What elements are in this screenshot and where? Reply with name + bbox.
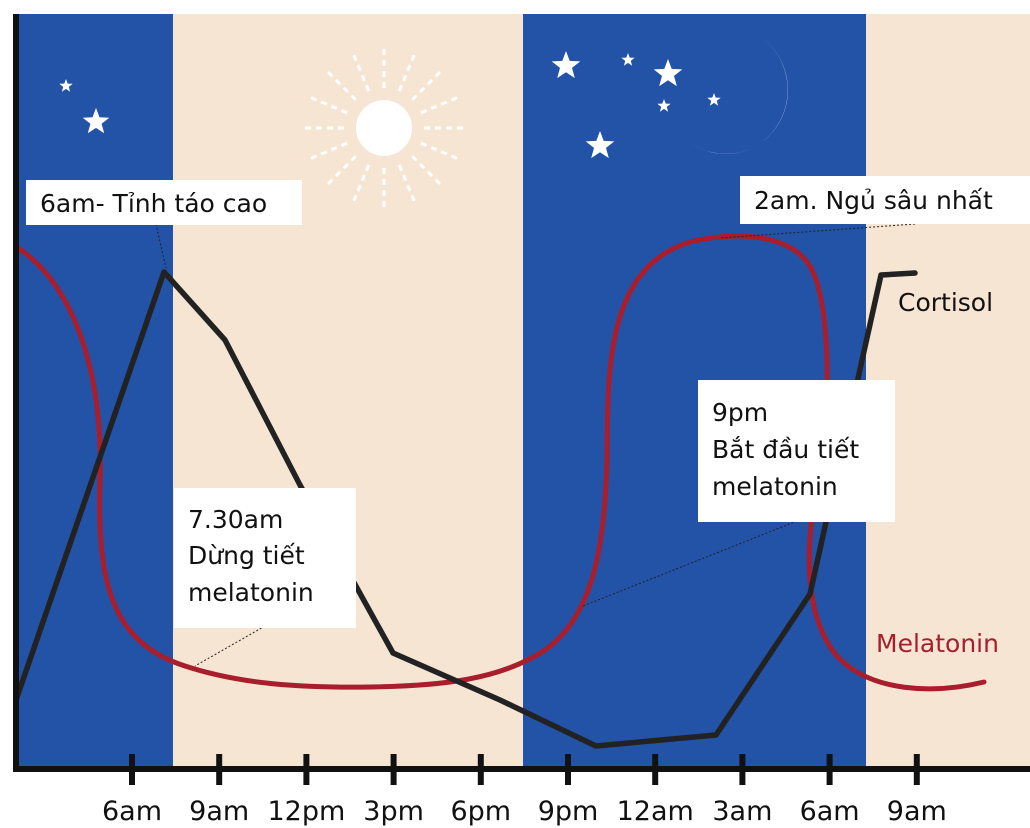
star-icon [82, 108, 110, 134]
annotation-melatonin-stop: 7.30am Dừng tiết melatonin [174, 488, 356, 628]
x-tick-label: 9am [189, 796, 249, 827]
annotation-text: Dừng tiết [188, 541, 305, 570]
x-tick-label: 12am [617, 796, 694, 827]
x-tick-label: 12pm [268, 796, 346, 827]
star-icon [657, 99, 671, 112]
x-tick-label: 3am [712, 796, 772, 827]
series-label-melatonin: Melatonin [876, 629, 999, 658]
annotation-text: melatonin [188, 578, 314, 607]
annotation-text: 2am. Ngủ sâu nhất [754, 186, 993, 215]
stars-icon [59, 51, 721, 159]
band-day [173, 14, 523, 769]
annotation-text: Bắt đầu tiết [712, 435, 859, 464]
annotation-text: 6am- Tỉnh táo cao [40, 189, 267, 218]
sun-icon [300, 44, 468, 212]
annotation-melatonin-start: 9pm Bắt đầu tiết melatonin [698, 380, 895, 522]
x-tick-label: 6pm [450, 796, 511, 827]
x-axis-ticks: 6am 9am 12pm 3pm 6pm 9pm 12am 3am 6am 9am [102, 754, 947, 827]
x-tick-label: 3pm [363, 796, 424, 827]
x-tick-label: 9pm [538, 796, 599, 827]
star-icon [707, 93, 721, 106]
annotation-high-alertness: 6am- Tỉnh táo cao [26, 180, 302, 225]
annotation-deepest-sleep: 2am. Ngủ sâu nhất [740, 176, 1030, 224]
x-tick-label: 6am [800, 796, 860, 827]
star-icon [551, 51, 581, 79]
annotation-leaders [154, 219, 916, 667]
series-label-cortisol: Cortisol [898, 288, 993, 317]
annotation-text: 9pm [712, 398, 768, 427]
star-icon [653, 59, 683, 87]
star-icon [585, 131, 615, 159]
x-tick-label: 6am [102, 796, 162, 827]
annotation-text: 7.30am [188, 505, 283, 534]
x-tick-label: 9am [887, 796, 947, 827]
annotation-text: melatonin [712, 472, 838, 501]
star-icon [621, 53, 635, 66]
star-icon [59, 79, 73, 92]
